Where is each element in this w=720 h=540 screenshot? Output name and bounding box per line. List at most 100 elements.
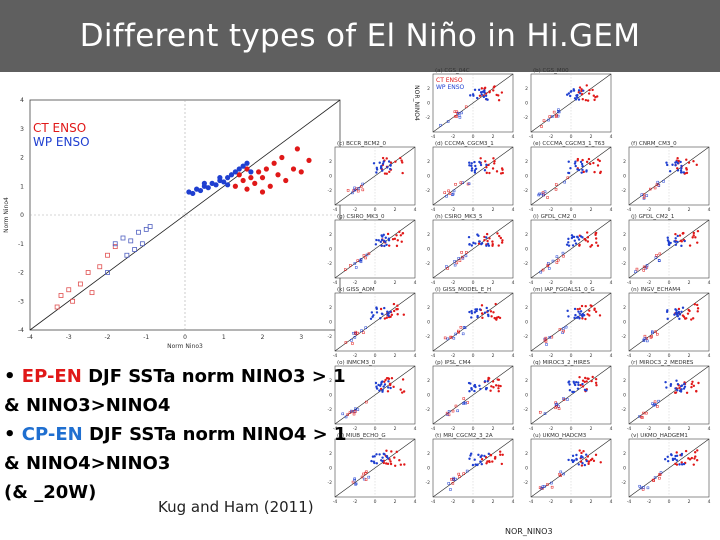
panel-point (678, 317, 681, 321)
panel-point (386, 386, 390, 389)
panel-point (482, 95, 486, 99)
panel-x-tick: -4 (333, 353, 338, 359)
panel-point (495, 170, 499, 173)
panel-point (360, 329, 363, 332)
data-point (256, 169, 262, 175)
panel-y-tick: 2 (427, 86, 430, 92)
panel-point (387, 160, 391, 163)
panel-point (457, 472, 461, 476)
panel-point (586, 240, 590, 243)
panel-x-tick: 2 (688, 353, 691, 359)
panel-point (555, 261, 559, 264)
panel-point (569, 166, 572, 170)
panel-point (371, 315, 374, 319)
panel-point (684, 449, 688, 453)
data-point (54, 304, 60, 310)
panel-point (693, 457, 696, 460)
panel-point (577, 381, 580, 384)
panel-point (588, 314, 591, 317)
panel-y-tick: -2 (426, 115, 431, 121)
panel-point (685, 317, 688, 320)
panel-point (651, 331, 654, 335)
panel-x-tick: 4 (512, 134, 515, 140)
panel-point (474, 242, 477, 245)
panel-point (392, 302, 396, 306)
panel-point (546, 483, 549, 486)
panel-x-tick: -4 (333, 426, 338, 432)
panel-point (541, 485, 545, 488)
panel-point (691, 236, 694, 239)
panel-point (392, 385, 395, 389)
panel-point (562, 254, 565, 258)
panel-point (658, 252, 662, 256)
model-panels-grid: (a) CGS_04C -4 -2 0 2 4 -2 0 2 NOR_NINO4 CT ENSOWP… (328, 68, 711, 505)
panel-x-tick: 2 (492, 426, 495, 432)
panel-x-tick: -2 (549, 499, 554, 505)
panel-point (681, 306, 685, 309)
panel-point (673, 457, 677, 461)
panel-point (540, 125, 543, 128)
panel-label: (a) CGS_04C (435, 68, 470, 74)
panel-point (439, 123, 442, 127)
panel-point (483, 169, 487, 172)
panel-point (369, 317, 373, 320)
panel-x-tick: -4 (431, 134, 436, 140)
panel-point (675, 459, 679, 462)
panel-point (485, 236, 488, 239)
panel-point (540, 486, 543, 490)
panel-point (367, 252, 371, 255)
panel-point (451, 482, 455, 485)
panel-point (399, 463, 403, 466)
panel-point (489, 310, 493, 313)
panel-point (377, 239, 380, 242)
panel-point (396, 307, 399, 311)
data-point (128, 238, 134, 244)
panel-point (642, 265, 646, 269)
panel-point (487, 314, 490, 318)
panel-x-tick: 0 (570, 280, 573, 286)
panel-x-tick: 0 (668, 280, 671, 286)
panel-point (400, 159, 403, 162)
panel-point (375, 306, 378, 309)
panel-point (464, 401, 467, 405)
data-point (283, 177, 289, 184)
panel-y-tick: 2 (329, 305, 332, 311)
panel-point (598, 159, 601, 163)
data-point (105, 252, 110, 258)
panel-point (691, 380, 694, 383)
panel-y-tick: 2 (525, 305, 528, 311)
panel-y-tick: 0 (623, 466, 626, 472)
panel-point (377, 383, 380, 387)
panel-label: (i) GFDL_CM2_0 (533, 214, 577, 220)
panel-point (387, 457, 390, 460)
panel-x-tick: -2 (549, 353, 554, 359)
data-point (77, 281, 83, 287)
panel-point (383, 306, 386, 310)
panel-point (678, 313, 682, 316)
panel-point (567, 171, 571, 175)
panel-point (562, 329, 565, 333)
panel-point (381, 388, 384, 392)
panel-point (578, 307, 582, 311)
panel-point (491, 167, 495, 170)
panel-y-tick: 0 (623, 393, 626, 399)
panel-point (485, 166, 488, 169)
data-point (112, 241, 118, 247)
panel-point (383, 317, 387, 320)
panel-point (448, 192, 452, 195)
panel-label: (q) MIROC3_2_HIRES (533, 360, 590, 366)
panel-point (389, 161, 393, 164)
panel-point (665, 161, 668, 164)
panel-point (582, 89, 585, 92)
panel-y-tick: -2 (426, 261, 431, 267)
panel-point (682, 387, 686, 390)
panel-x-tick: -2 (451, 353, 456, 359)
panel-point (558, 473, 561, 476)
panel-x-tick: -2 (549, 280, 554, 286)
panel-x-tick: -4 (529, 280, 534, 286)
panel-point (573, 162, 577, 165)
panel-x-tick: 4 (512, 426, 515, 432)
panel-point (462, 472, 465, 475)
panel-point (356, 408, 360, 411)
panel-point (680, 384, 684, 387)
